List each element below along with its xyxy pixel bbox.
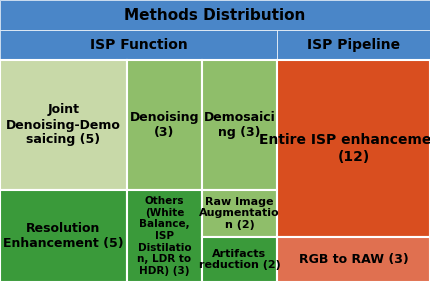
Text: Artifacts
reduction (2): Artifacts reduction (2) [199,249,280,270]
Text: Entire ISP enhancement
(12): Entire ISP enhancement (12) [259,133,430,164]
Bar [277,237,430,282]
Text: Methods Distribution: Methods Distribution [124,8,306,23]
Bar [202,190,277,237]
Text: RGB to RAW (3): RGB to RAW (3) [298,253,408,266]
Bar [202,60,277,190]
Text: Raw Image
Augmentatio
n (2): Raw Image Augmentatio n (2) [199,197,280,230]
Bar [202,237,277,282]
Text: Joint
Denoising-Demo
saicing (5): Joint Denoising-Demo saicing (5) [6,103,121,147]
Text: Demosaici
ng (3): Demosaici ng (3) [204,111,275,139]
Bar [0,60,127,190]
Text: Resolution
Enhancement (5): Resolution Enhancement (5) [3,222,124,250]
Text: ISP Function: ISP Function [89,38,187,52]
Bar [277,30,430,60]
Text: ISP Pipeline: ISP Pipeline [307,38,400,52]
Bar [127,190,202,282]
Bar [0,190,127,282]
Bar [0,30,277,60]
Bar [277,60,430,237]
Text: Others
(White
Balance,
ISP
Distilatio
n, LDR to
HDR) (3): Others (White Balance, ISP Distilatio n,… [138,196,191,276]
Bar [0,0,430,30]
Bar [127,60,202,190]
Text: Denoising
(3): Denoising (3) [130,111,199,139]
